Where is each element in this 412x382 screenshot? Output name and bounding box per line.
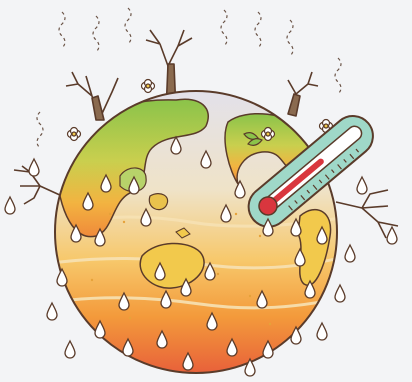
thermometer-icon (247, 115, 374, 228)
flower-icon (66, 78, 334, 146)
heat-wave-icon (36, 7, 342, 149)
